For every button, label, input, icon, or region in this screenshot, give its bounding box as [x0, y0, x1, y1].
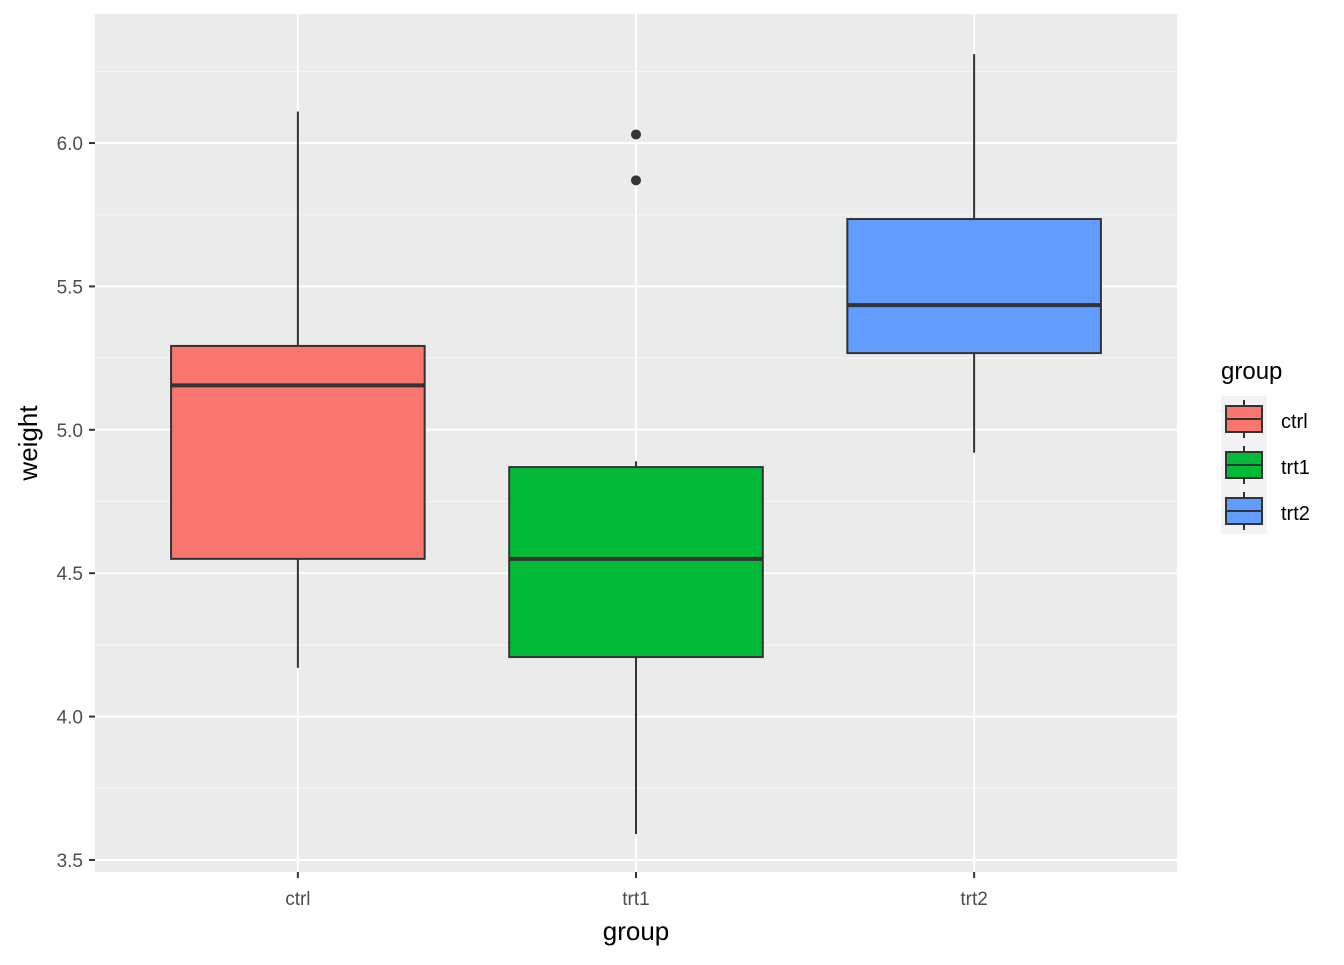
x-axis: ctrl trt1 trt2 — [285, 872, 988, 910]
x-tick-label: trt1 — [622, 889, 649, 910]
y-tick-label: 5.0 — [57, 421, 83, 442]
legend-item-trt1: trt1 — [1221, 442, 1310, 488]
legend-label: ctrl — [1281, 411, 1308, 433]
box-trt1 — [508, 129, 764, 835]
y-tick-label: 4.0 — [57, 708, 83, 729]
box-trt2 — [846, 54, 1102, 453]
box-iqr — [508, 466, 764, 659]
legend: group ctrl trt1 trt2 — [1221, 358, 1310, 534]
legend-label: trt1 — [1281, 457, 1310, 479]
box-iqr — [170, 344, 426, 560]
x-tick-label: ctrl — [285, 889, 310, 910]
outlier-point — [631, 175, 641, 186]
y-axis: 3.5 4.0 4.5 5.0 5.5 6.0 — [57, 134, 95, 872]
y-tick-label: 5.5 — [57, 277, 83, 298]
legend-item-trt2: trt2 — [1221, 488, 1310, 534]
y-tick-label: 3.5 — [57, 851, 83, 872]
y-axis-label: weight — [13, 405, 43, 482]
legend-item-ctrl: ctrl — [1221, 396, 1308, 442]
box-ctrl — [170, 111, 426, 668]
y-tick-label: 4.5 — [57, 564, 83, 585]
x-axis-label: group — [603, 916, 670, 946]
legend-title: group — [1221, 358, 1282, 385]
x-tick-label: trt2 — [960, 889, 987, 910]
box-iqr — [846, 218, 1102, 355]
outlier-point — [631, 129, 641, 140]
y-tick-label: 6.0 — [57, 134, 83, 155]
boxes — [170, 54, 1102, 835]
legend-label: trt2 — [1281, 503, 1310, 525]
